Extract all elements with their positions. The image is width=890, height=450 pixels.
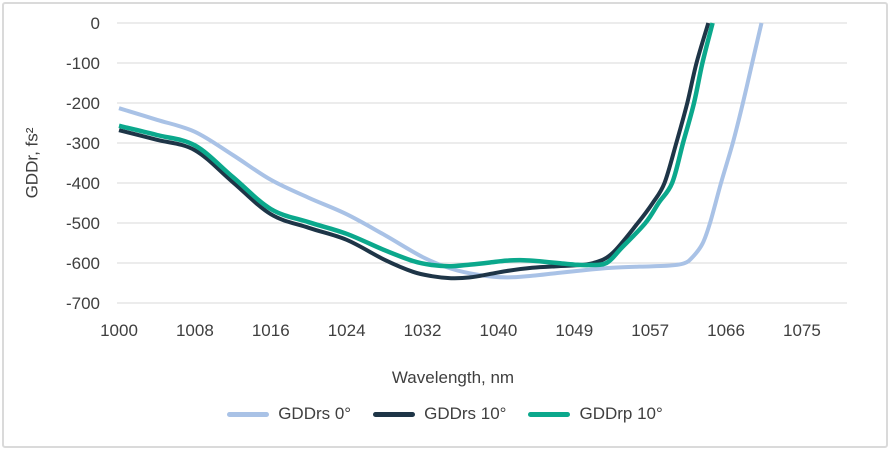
y-tick-label: -400 bbox=[66, 174, 100, 193]
x-tick-label: 1075 bbox=[783, 321, 821, 340]
x-tick-label: 1049 bbox=[555, 321, 593, 340]
legend-item: GDDrs 10° bbox=[373, 404, 506, 424]
legend-item: GDDrp 10° bbox=[528, 404, 663, 424]
series-line-gddrs-10- bbox=[118, 22, 711, 281]
x-axis-tick-labels: 1000 1008 1016 1024 1032 1040 1049 1057 1066 1075 bbox=[100, 321, 821, 340]
x-tick-label: 1024 bbox=[328, 321, 366, 340]
x-tick-label: 1040 bbox=[479, 321, 517, 340]
legend-swatch-icon bbox=[528, 411, 571, 417]
gridlines bbox=[117, 22, 847, 304]
legend: GDDrs 0° GDDrs 10° GDDrp 10° bbox=[0, 401, 890, 427]
y-tick-label: -300 bbox=[66, 134, 100, 153]
x-tick-label: 1066 bbox=[707, 321, 745, 340]
series-line-gddrs-0- bbox=[118, 22, 764, 280]
x-tick-label: 1016 bbox=[252, 321, 290, 340]
y-tick-label: -500 bbox=[66, 214, 100, 233]
y-tick-label: -100 bbox=[66, 54, 100, 73]
y-tick-label: -600 bbox=[66, 254, 100, 273]
legend-swatch-icon bbox=[373, 411, 416, 417]
y-tick-label: -700 bbox=[66, 294, 100, 313]
legend-swatch-icon bbox=[227, 411, 270, 417]
x-axis-title: Wavelength, nm bbox=[392, 368, 514, 387]
x-tick-label: 1000 bbox=[100, 321, 138, 340]
series-line-gddrp-10- bbox=[118, 22, 715, 269]
legend-label: GDDrp 10° bbox=[579, 404, 663, 423]
y-tick-label: -200 bbox=[66, 94, 100, 113]
y-axis-tick-labels: 0 -100 -200 -300 -400 -500 -600 -700 bbox=[66, 14, 100, 313]
x-tick-label: 1032 bbox=[404, 321, 442, 340]
legend-item: GDDrs 0° bbox=[227, 404, 351, 424]
series-lines bbox=[118, 22, 764, 281]
y-axis-title: GDDr, fs² bbox=[22, 127, 41, 198]
legend-label: GDDrs 0° bbox=[278, 404, 352, 423]
legend-label: GDDrs 10° bbox=[424, 404, 507, 423]
y-tick-label: 0 bbox=[91, 14, 100, 33]
x-tick-label: 1008 bbox=[176, 321, 214, 340]
x-tick-label: 1057 bbox=[631, 321, 669, 340]
